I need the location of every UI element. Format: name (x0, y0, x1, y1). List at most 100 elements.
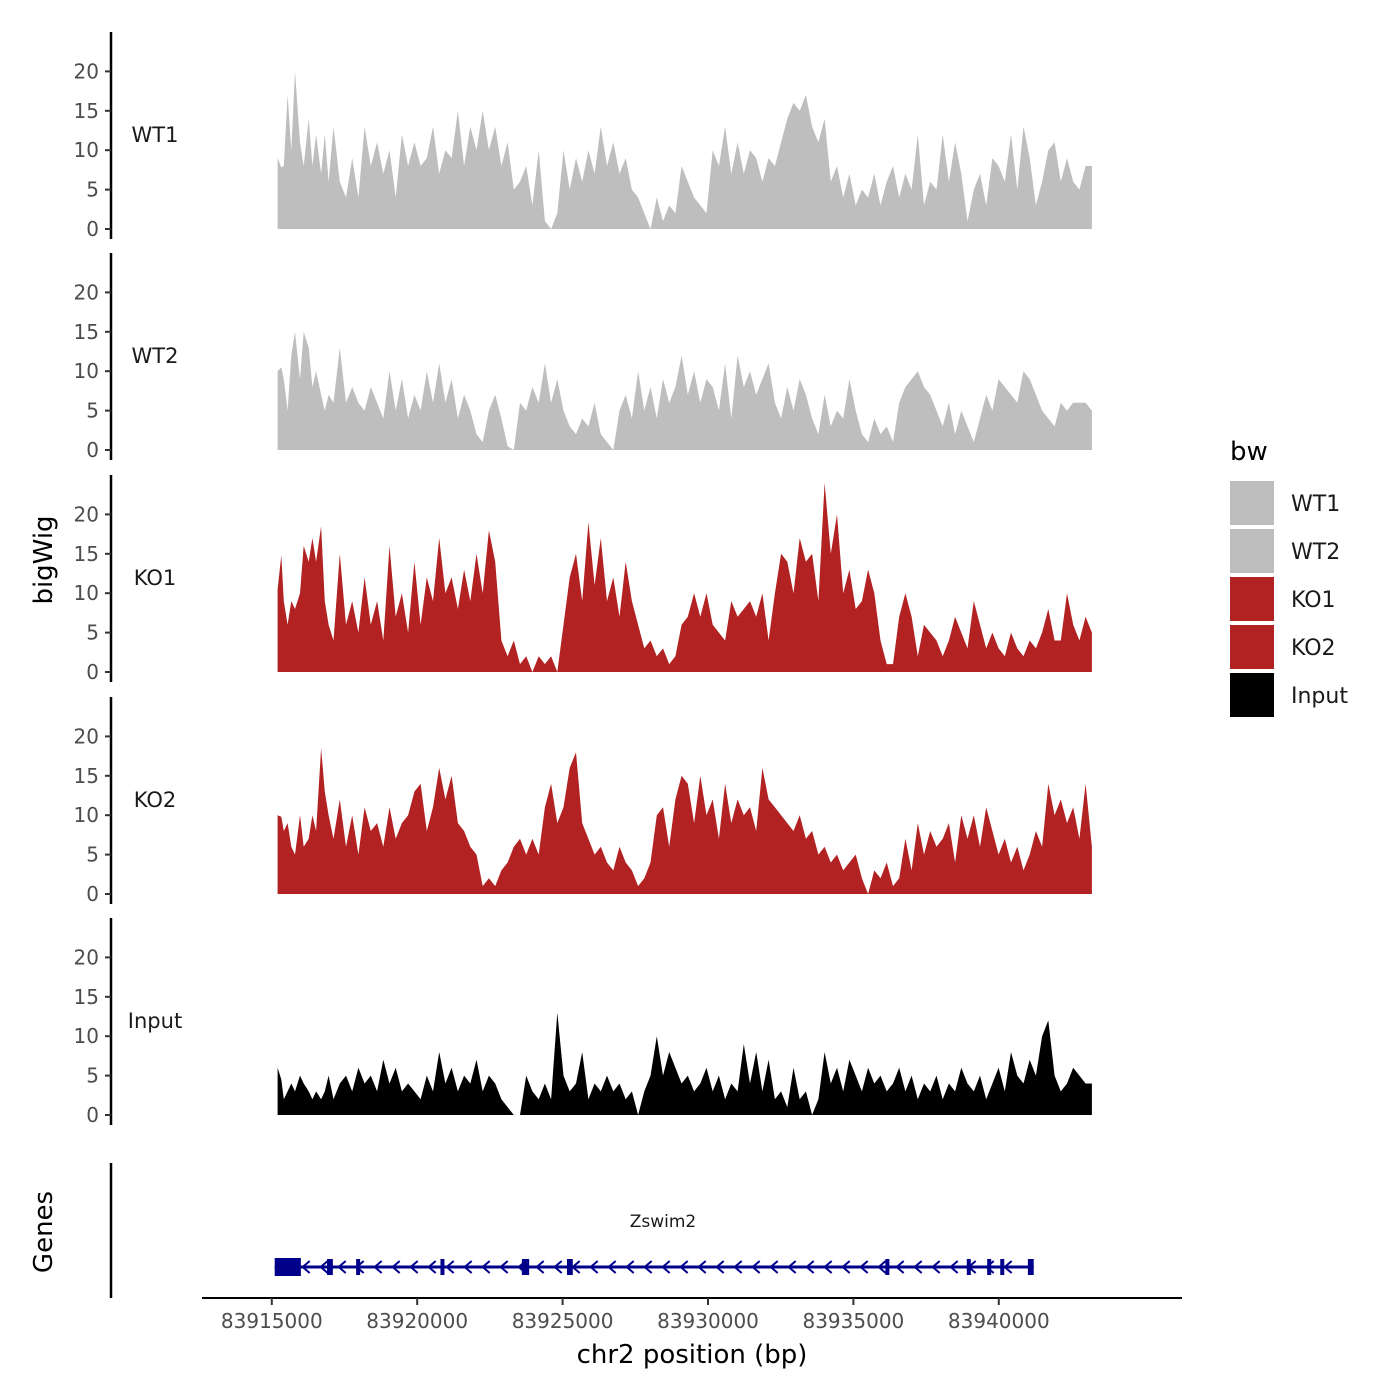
track-wt1: 0 5 10 15 20 WT1 (74, 32, 1092, 241)
coverage-area-wt1 (277, 71, 1092, 230)
gene-exon (440, 1259, 445, 1275)
y-tick-label: 5 (86, 399, 99, 423)
coverage-area-ko1 (277, 482, 1092, 672)
strand-arrow (643, 1260, 653, 1274)
strand-arrow (769, 1260, 779, 1274)
strand-arrow (499, 1260, 509, 1274)
track-label-ko1: KO1 (134, 566, 177, 590)
strand-arrow (913, 1260, 923, 1274)
x-tick-label: 83935000 (802, 1309, 904, 1333)
strand-arrow (625, 1260, 635, 1274)
gene-exon (1027, 1259, 1034, 1275)
y-tick-label: 0 (86, 217, 99, 241)
track-ko1: 0 5 10 15 20 KO1 (74, 475, 1092, 684)
strand-arrow (877, 1260, 887, 1274)
y-tick-label: 20 (74, 59, 99, 83)
strand-arrow (823, 1260, 833, 1274)
strand-arrow (841, 1260, 851, 1274)
strand-arrow (391, 1260, 401, 1274)
strand-arrow (805, 1260, 815, 1274)
y-tick-label: 5 (86, 843, 99, 867)
y-tick-label: 15 (74, 542, 99, 566)
strand-arrow (895, 1260, 905, 1274)
gene-track: Genes Zswim2 (29, 1163, 1034, 1298)
legend-key-input (1230, 673, 1274, 717)
strand-arrow (301, 1260, 311, 1274)
strand-arrow (553, 1260, 563, 1274)
y-tick-label: 10 (74, 581, 99, 605)
gene-exon (885, 1259, 890, 1275)
strand-arrow (931, 1260, 941, 1274)
x-tick-label: 83930000 (657, 1309, 759, 1333)
y-tick-label: 20 (74, 502, 99, 526)
coverage-area-input (277, 1012, 1092, 1115)
strand-arrow (715, 1260, 725, 1274)
legend-label-wt2: WT2 (1291, 540, 1340, 565)
strand-arrow (409, 1260, 419, 1274)
coverage-area-ko2 (277, 748, 1092, 894)
y-tick-label: 10 (74, 138, 99, 162)
track-label-wt2: WT2 (132, 344, 179, 368)
gene-name-label: Zswim2 (630, 1212, 697, 1232)
y-tick-label: 15 (74, 764, 99, 788)
x-axis-title: chr2 position (bp) (577, 1340, 808, 1370)
gene-exon (966, 1259, 971, 1275)
strand-arrow (463, 1260, 473, 1274)
strand-arrow (751, 1260, 761, 1274)
strand-arrow (607, 1260, 617, 1274)
y-tick-label: 15 (74, 985, 99, 1009)
strand-arrow (535, 1260, 545, 1274)
strand-arrow (859, 1260, 869, 1274)
gene-exon (987, 1259, 992, 1275)
y-tick-label: 10 (74, 803, 99, 827)
coverage-area-wt2 (277, 331, 1092, 450)
gene-exon (521, 1259, 530, 1275)
legend-label-ko2: KO2 (1291, 636, 1336, 661)
strand-arrow (985, 1260, 995, 1274)
legend-items: WT1 WT2 KO1 KO2 Input (1230, 481, 1348, 717)
strand-arrow (661, 1260, 671, 1274)
y-tick-label: 15 (74, 99, 99, 123)
track-label-wt1: WT1 (132, 123, 179, 147)
legend-title: bw (1230, 437, 1268, 467)
track-ko2: 0 5 10 15 20 KO2 (74, 697, 1092, 906)
gene-model (274, 1258, 1034, 1276)
legend-label-ko1: KO1 (1291, 588, 1336, 613)
y-tick-label: 20 (74, 280, 99, 304)
strand-arrow (337, 1260, 347, 1274)
strand-arrow (427, 1260, 437, 1274)
x-tick-label: 83925000 (512, 1309, 614, 1333)
y-tick-label: 5 (86, 1064, 99, 1088)
gene-exon (566, 1259, 573, 1275)
bigwig-tracks: 0 5 10 15 20 WT1 0 5 10 15 20 WT2 0 5 10 15 20 KO1 0 5 10 15 2… (74, 32, 1092, 1127)
y-tick-label: 0 (86, 438, 99, 462)
legend-label-input: Input (1291, 684, 1348, 709)
strand-arrow (733, 1260, 743, 1274)
x-axis: 83915000 83920000 83925000 83930000 83935000… (202, 1297, 1182, 1370)
y-tick-label: 0 (86, 1103, 99, 1127)
strand-arrow (679, 1260, 689, 1274)
y-tick-label: 20 (74, 945, 99, 969)
strand-arrow (319, 1260, 329, 1274)
y-axis-title: bigWig (29, 515, 59, 604)
strand-arrow (373, 1260, 383, 1274)
genes-axis-title: Genes (29, 1191, 59, 1273)
legend: bw WT1 WT2 KO1 KO2 Input (1230, 437, 1348, 717)
y-tick-label: 0 (86, 882, 99, 906)
legend-label-wt1: WT1 (1291, 492, 1340, 517)
x-tick-label: 83940000 (948, 1309, 1050, 1333)
strand-arrow (445, 1260, 455, 1274)
strand-arrow (589, 1260, 599, 1274)
track-wt2: 0 5 10 15 20 WT2 (74, 253, 1092, 462)
legend-key-wt2 (1230, 529, 1274, 573)
strand-arrow (481, 1260, 491, 1274)
track-label-input: Input (128, 1009, 182, 1033)
y-tick-label: 10 (74, 359, 99, 383)
strand-arrow (787, 1260, 797, 1274)
y-tick-label: 15 (74, 320, 99, 344)
x-tick-label: 83915000 (221, 1309, 323, 1333)
legend-key-wt1 (1230, 481, 1274, 525)
y-tick-label: 0 (86, 660, 99, 684)
track-label-ko2: KO2 (134, 788, 177, 812)
